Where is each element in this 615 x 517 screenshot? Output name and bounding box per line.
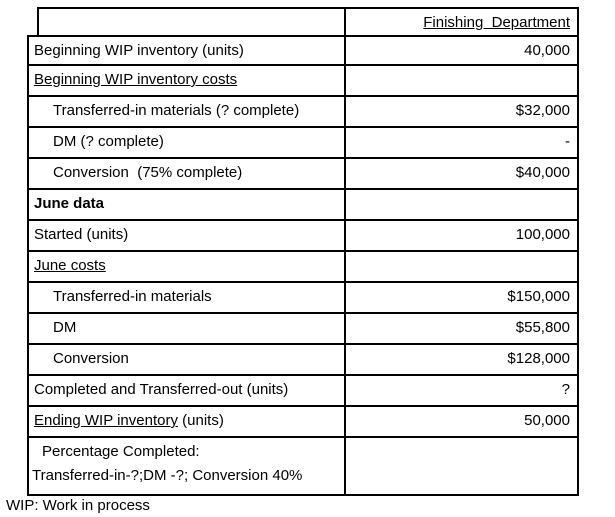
label-cell: Conversion <box>29 345 346 374</box>
table-row: Finishing Department <box>37 7 579 35</box>
value-cell: ? <box>346 376 577 405</box>
row-label: DM (? complete) <box>53 133 164 150</box>
value-cell: 100,000 <box>346 221 577 250</box>
label-cell: Transferred-in materials <box>29 283 346 312</box>
value-cell: 40,000 <box>346 37 577 64</box>
label-cell: DM <box>29 314 346 343</box>
table-row: Completed and Transferred-out (units)? <box>27 376 579 407</box>
table-row: Transferred-in materials $150,000 <box>27 283 579 314</box>
wip-inventory-table: Finishing Department Beginning WIP invent… <box>27 7 579 496</box>
row-label: Beginning WIP inventory costs <box>34 71 238 88</box>
value-cell <box>346 252 577 281</box>
row-value: - <box>565 133 570 150</box>
value-cell: Finishing Department <box>346 9 577 35</box>
table-row: Ending WIP inventory (units) 50,000 <box>27 407 579 438</box>
row-label: June data <box>34 195 105 212</box>
row-value: $55,800 <box>515 319 570 336</box>
value-cell <box>346 438 577 494</box>
label-cell: Started (units) <box>29 221 346 250</box>
label-cell: Conversion (75% complete) <box>29 159 346 188</box>
row-label: Conversion (75% complete) <box>53 164 243 181</box>
row-label-line2: Transferred-in-?;DM -?; Conversion 40% <box>32 467 303 484</box>
table-row: Beginning WIP inventory (units) 40,000 <box>27 35 579 66</box>
table-row: June data <box>27 190 579 221</box>
row-label: Started (units) <box>34 226 129 243</box>
footnote: WIP: Work in process <box>6 497 150 514</box>
label-cell: Beginning WIP inventory (units) <box>29 37 346 64</box>
table-row: June costs <box>27 252 579 283</box>
value-cell: - <box>346 128 577 157</box>
table-row: Beginning WIP inventory costs <box>27 66 579 97</box>
value-cell: $128,000 <box>346 345 577 374</box>
label-cell: Completed and Transferred-out (units) <box>29 376 346 405</box>
value-cell: $32,000 <box>346 97 577 126</box>
table-row: Conversion (75% complete) $40,000 <box>27 159 579 190</box>
table-row: Started (units) 100,000 <box>27 221 579 252</box>
value-cell: $55,800 <box>346 314 577 343</box>
table-row: Transferred-in materials (? complete) $32… <box>27 97 579 128</box>
row-value: $150,000 <box>507 288 570 305</box>
label-cell: DM (? complete) <box>29 128 346 157</box>
value-cell: $40,000 <box>346 159 577 188</box>
row-label: Transferred-in materials (? complete) <box>53 102 300 119</box>
table-row: DM $55,800 <box>27 314 579 345</box>
value-cell: $150,000 <box>346 283 577 312</box>
value-cell <box>346 190 577 219</box>
row-label: Transferred-in materials <box>53 288 212 305</box>
row-label-line1: Percentage Completed: <box>42 443 200 460</box>
table-row: Conversion $128,000 <box>27 345 579 376</box>
value-cell: 50,000 <box>346 407 577 436</box>
label-cell: June data <box>29 190 346 219</box>
row-label-rest: (units) <box>177 412 224 429</box>
column-header: Finishing Department <box>423 14 570 31</box>
row-value: $32,000 <box>515 102 570 119</box>
label-cell: Beginning WIP inventory costs <box>29 66 346 95</box>
label-cell: June costs <box>29 252 346 281</box>
row-label: June costs <box>34 257 106 274</box>
table-row: Percentage Completed: Transferred-in-?;DM… <box>27 438 579 496</box>
row-label: DM <box>53 319 77 336</box>
row-value: 40,000 <box>524 42 570 59</box>
row-value: ? <box>561 381 570 398</box>
label-cell: Ending WIP inventory (units) <box>29 407 346 436</box>
row-label: Conversion <box>53 350 129 367</box>
label-cell: Percentage Completed: Transferred-in-?;DM… <box>29 438 346 494</box>
label-cell <box>39 9 346 35</box>
row-value: $40,000 <box>515 164 570 181</box>
row-label: Beginning WIP inventory (units) <box>34 42 244 59</box>
row-value: 50,000 <box>524 412 570 429</box>
row-value: $128,000 <box>507 350 570 367</box>
label-cell: Transferred-in materials (? complete) <box>29 97 346 126</box>
value-cell <box>346 66 577 95</box>
row-label-underlined: Ending WIP inventory <box>34 412 178 429</box>
row-value: 100,000 <box>515 226 570 243</box>
table-row: DM (? complete) - <box>27 128 579 159</box>
row-label: Completed and Transferred-out (units) <box>34 381 289 398</box>
